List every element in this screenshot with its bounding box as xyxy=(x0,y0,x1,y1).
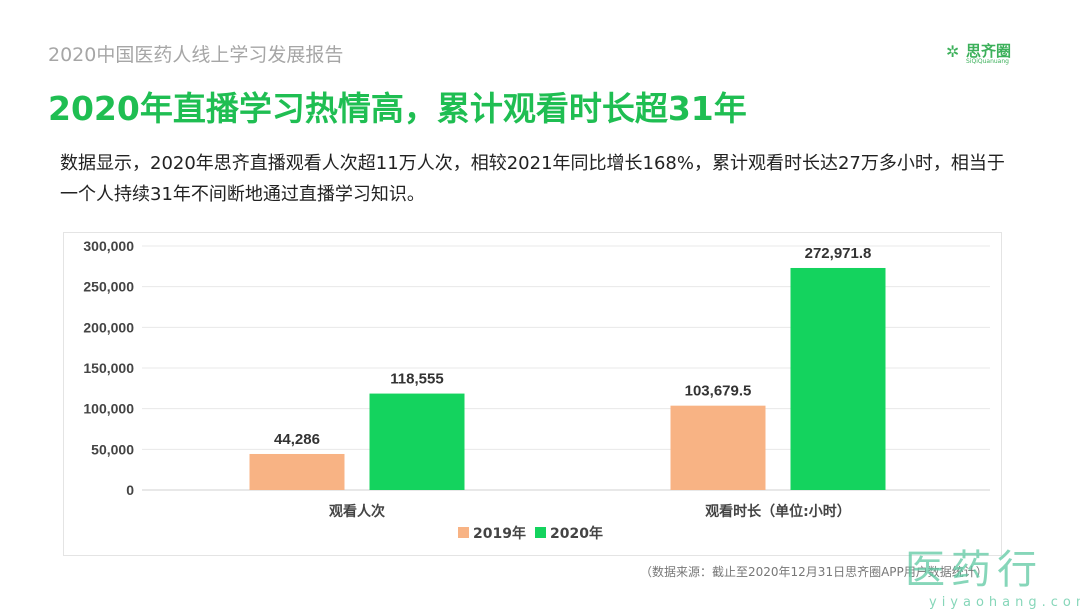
data-label: 103,679.5 xyxy=(685,383,752,400)
bar-2020年-1 xyxy=(790,267,886,490)
watermark-url: yiyaohang.com xyxy=(929,595,1080,610)
watermark-name: 医药行 xyxy=(905,547,1043,593)
watermark: 医药行 yiyaohang.com xyxy=(905,537,1080,610)
chart-frame xyxy=(63,232,1002,556)
y-tick-label: 200,000 xyxy=(83,319,134,335)
legend-label: 2020年 xyxy=(550,525,603,542)
bar-2019年-0 xyxy=(249,453,345,490)
y-tick-label: 150,000 xyxy=(83,360,134,376)
y-tick-label: 100,000 xyxy=(83,401,134,417)
logo-sub: SiQiQuanuang xyxy=(966,58,1009,65)
y-tick-label: 300,000 xyxy=(83,238,134,254)
bar-2019年-1 xyxy=(670,405,766,490)
data-source-note: （数据来源：截止至2020年12月31日思齐圈APP用户数据统计） xyxy=(640,565,988,579)
siqiquan-logo: ✲ 思齐圈 SiQiQuanuang xyxy=(946,40,1036,70)
y-tick-label: 0 xyxy=(126,482,134,498)
headline: 2020年直播学习热情高，累计观看时长超31年 xyxy=(48,89,747,128)
legend-label: 2019年 xyxy=(473,525,526,542)
x-category-label: 观看时长（单位:小时） xyxy=(705,503,851,520)
data-label: 118,555 xyxy=(390,371,443,388)
tree-logo-icon: ✲ xyxy=(946,42,960,61)
data-label: 272,971.8 xyxy=(805,245,872,262)
report-title: 2020中国医药人线上学习发展报告 xyxy=(48,44,344,66)
bar-2020年-0 xyxy=(369,393,465,490)
legend-swatch xyxy=(458,527,469,538)
logo-name: 思齐圈 xyxy=(966,42,1012,60)
x-category-label: 观看人次 xyxy=(329,503,385,520)
y-tick-label: 50,000 xyxy=(91,441,134,457)
data-label: 44,286 xyxy=(274,431,320,448)
description: 数据显示，2020年思齐直播观看人次超11万人次，相较2021年同比增长168%… xyxy=(60,153,1005,205)
y-tick-label: 250,000 xyxy=(83,279,134,295)
legend-swatch xyxy=(535,527,546,538)
